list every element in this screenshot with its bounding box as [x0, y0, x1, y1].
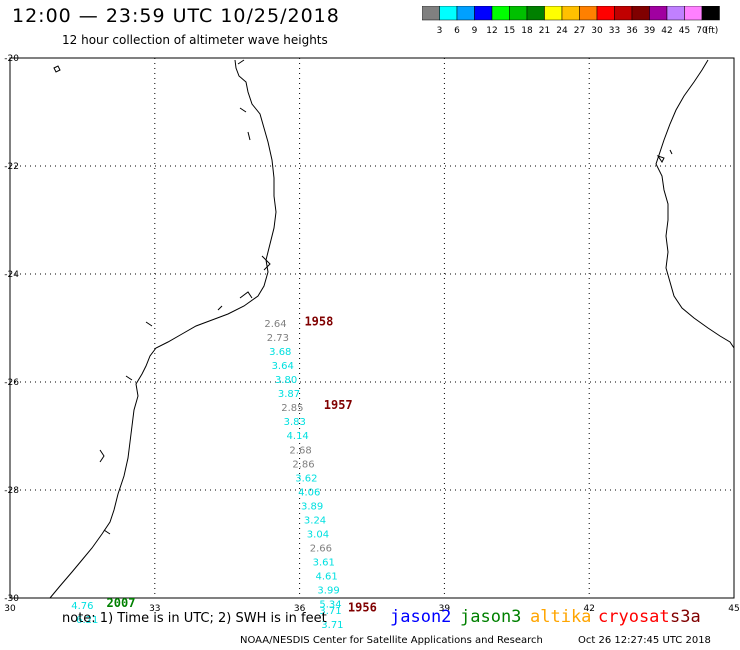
coastline-inlet: [99, 59, 271, 535]
madagascar-island-detail: [656, 149, 673, 163]
swh-value-label: 4.06: [298, 487, 320, 498]
legend-item-jason3: jason3: [460, 607, 522, 627]
colorbar-label: 18: [521, 26, 533, 36]
swh-value-label: 3.71: [321, 620, 343, 631]
colorbar-label: 3: [437, 26, 443, 36]
chart-title: 12:00 — 23:59 UTC 10/25/2018: [12, 5, 340, 27]
y-tick-label: -30: [4, 594, 19, 604]
swh-value-label: 3.80: [275, 375, 297, 386]
swh-value-label: 5.34: [319, 600, 341, 611]
africa-coastline: [49, 59, 277, 599]
swh-value-label: 3.89: [301, 501, 323, 512]
colorbar-label: 24: [556, 26, 568, 36]
colorbar-label: 15: [504, 26, 515, 36]
swh-value-label: 3.99: [317, 586, 339, 597]
time-label: 1958: [304, 314, 333, 328]
swh-value-label: 3.83: [284, 417, 306, 428]
y-tick-label: -20: [4, 54, 19, 64]
colorbar-label: 33: [609, 26, 620, 36]
x-tick-label: 45: [728, 604, 739, 614]
colorbar-label: 21: [539, 26, 550, 36]
axis-tick-labels: 30 33 36 39 42 45 -20 -22 -24 -26 -28 -30: [4, 54, 739, 614]
colorbar-label: 12: [486, 26, 497, 36]
swh-value-label: 3.68: [269, 347, 291, 358]
y-tick-label: -26: [4, 378, 19, 388]
colorbar-label: 9: [472, 26, 478, 36]
small-island: [53, 65, 61, 73]
x-tick-label: 33: [149, 604, 160, 614]
colorbar-label: 70: [696, 26, 708, 36]
swh-value-label: 3.71: [319, 606, 341, 617]
swh-value-label: 2.85: [281, 403, 303, 414]
time-label: 2007: [107, 596, 136, 610]
time-label: 1957: [324, 398, 353, 412]
y-tick-label: -24: [4, 270, 19, 280]
legend-item-jason2: jason2: [390, 607, 452, 627]
swh-value-label: 2.64: [264, 319, 286, 330]
x-tick-label: 30: [4, 604, 16, 614]
colorbar-label: 27: [574, 26, 585, 36]
swh-value-label: 2.73: [267, 333, 289, 344]
colorbar-swatch: [701, 6, 720, 21]
y-tick-label: -28: [4, 486, 19, 496]
colorbar-label: 6: [454, 26, 460, 36]
colorbar-label: 30: [591, 26, 603, 36]
swh-value-label: 2.68: [289, 445, 311, 456]
colorbar-unit: (ft): [705, 26, 719, 36]
colorbar-label: 36: [626, 26, 638, 36]
colorbar-label: 45: [679, 26, 690, 36]
legend-item-altika: altika: [530, 607, 592, 627]
swh-value-label: 2.66: [310, 544, 332, 555]
chart-subtitle: 12 hour collection of altimeter wave hei…: [62, 33, 328, 47]
legend-item-s3a: s3a: [670, 607, 701, 627]
swh-points: 2.64 2.73 3.68 3.64 3.80 3.87 2.85 3.83 4.14 2.68…: [71, 314, 377, 631]
footer-timestamp: Oct 26 12:27:45 UTC 2018: [578, 635, 711, 646]
grid-lines: [10, 58, 734, 598]
swh-value-label: 3.24: [304, 515, 326, 526]
y-tick-label: -22: [4, 162, 19, 172]
map-frame: [9, 57, 735, 599]
swh-value-label: 3.61: [313, 558, 335, 569]
colorbar-label: 42: [661, 26, 672, 36]
footer-agency: NOAA/NESDIS Center for Satellite Applica…: [240, 635, 543, 646]
x-tick-label: 36: [294, 604, 306, 614]
swh-value-label: 3.04: [307, 530, 329, 541]
time-label: 1956: [348, 601, 377, 615]
swh-value-label: 4.76: [71, 601, 93, 612]
swh-value-label: 4.14: [287, 431, 309, 442]
swh-value-label: 3.62: [295, 473, 317, 484]
swh-value-label: 3.87: [278, 389, 300, 400]
swh-value-label: 4.61: [315, 572, 337, 583]
notes-text: note: 1) Time is in UTC; 2) SWH is in fe…: [62, 611, 327, 626]
legend-item-cryosat: cryosat: [598, 607, 670, 627]
swh-value-label: 6.21: [76, 615, 98, 626]
x-tick-label: 42: [583, 604, 594, 614]
colorbar-label: 39: [644, 26, 656, 36]
swh-value-label: 3.64: [272, 361, 294, 372]
color-scale-bar: 3 6 9 12 15 18 21 24 27 30 33 36 39 42 45 70(ft): [422, 6, 720, 36]
x-tick-label: 39: [439, 604, 451, 614]
swh-value-label: 2.86: [292, 459, 314, 470]
madagascar-coastline: [655, 59, 735, 349]
